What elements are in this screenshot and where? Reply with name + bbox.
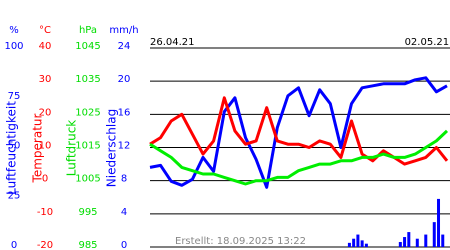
- x-tick-label: 26.04.21: [150, 37, 195, 48]
- y-tick-label: 30: [39, 74, 52, 85]
- y-tick-label: 100: [4, 41, 23, 52]
- rain-bar: [441, 234, 445, 247]
- series-line: [149, 129, 449, 186]
- y-tick-label: 1025: [75, 107, 100, 118]
- y-tick-label: 8: [121, 174, 127, 185]
- y-tick-label: -20: [37, 240, 53, 250]
- y-tick-label: 0: [11, 240, 17, 250]
- rain-bar: [352, 238, 356, 247]
- y-tick-label: 4: [121, 207, 127, 218]
- y-tick-label: 1015: [75, 141, 100, 152]
- y-tick-label: 75: [8, 91, 21, 102]
- y-tick-label: 10: [39, 141, 52, 152]
- axis-unit: %: [9, 25, 19, 36]
- y-tick-label: 1045: [75, 41, 100, 52]
- rain-bar: [360, 240, 364, 247]
- rain-bar: [347, 242, 351, 247]
- y-tick-label: 0: [42, 174, 48, 185]
- y-tick-label: 25: [8, 190, 21, 201]
- axis-unit: hPa: [79, 25, 97, 36]
- series-line: [149, 76, 448, 189]
- y-tick-label: 12: [118, 141, 131, 152]
- footer: Erstellt: 18.09.2025 13:22: [175, 236, 306, 247]
- axis-title: Niederschlag: [105, 109, 119, 187]
- y-tick-label: 1005: [75, 174, 100, 185]
- y-tick-label: 40: [39, 41, 52, 52]
- x-tick-label: 02.05.21: [405, 37, 450, 48]
- axis-title: Luftdruck: [65, 120, 79, 177]
- axis-unit: mm/h: [109, 25, 138, 36]
- rain-bar: [364, 243, 368, 247]
- rain-bar: [415, 238, 419, 247]
- series-line: [149, 96, 449, 166]
- rain-bar: [356, 234, 360, 247]
- rain-bar: [437, 198, 441, 247]
- y-tick-label: 20: [39, 107, 52, 118]
- rain-bar: [407, 232, 411, 247]
- y-tick-label: 20: [118, 74, 131, 85]
- rain-bar: [424, 234, 428, 247]
- axis-unit: °C: [39, 25, 51, 36]
- axis-title: Temperatur: [31, 113, 45, 183]
- y-tick-label: -10: [37, 207, 53, 218]
- y-tick-label: 24: [118, 41, 131, 52]
- y-tick-label: 16: [118, 107, 131, 118]
- y-tick-label: 995: [78, 207, 97, 218]
- rain-bar: [398, 242, 402, 247]
- rain-bar: [403, 237, 407, 247]
- y-tick-label: 0: [121, 240, 127, 250]
- y-tick-label: 985: [78, 240, 97, 250]
- y-tick-label: 1035: [75, 74, 100, 85]
- axis-title: Luftfeuchtigkeit: [5, 101, 19, 195]
- y-tick-label: 50: [8, 141, 21, 152]
- rain-bar: [432, 222, 436, 247]
